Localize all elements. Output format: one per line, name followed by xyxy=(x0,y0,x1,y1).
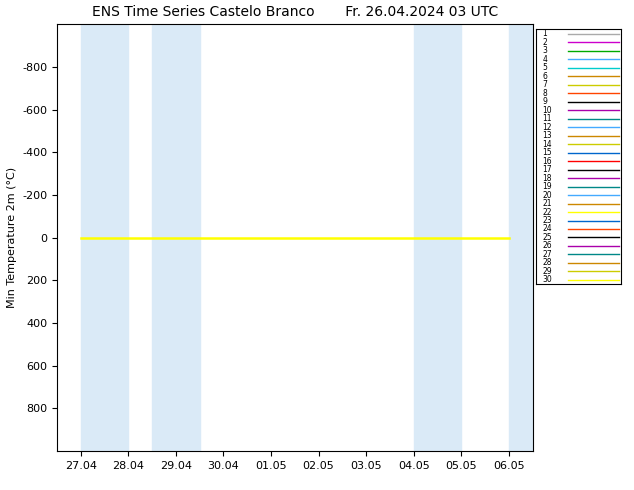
Text: 13: 13 xyxy=(543,131,552,140)
Text: 24: 24 xyxy=(543,224,552,234)
Y-axis label: Min Temperature 2m (°C): Min Temperature 2m (°C) xyxy=(7,167,16,308)
Text: 27: 27 xyxy=(543,250,552,259)
Text: 18: 18 xyxy=(543,173,552,183)
Text: 23: 23 xyxy=(543,216,552,225)
Text: 17: 17 xyxy=(543,165,552,174)
Text: 3: 3 xyxy=(543,46,547,55)
Text: 26: 26 xyxy=(543,242,552,250)
Bar xyxy=(413,24,461,451)
Text: 21: 21 xyxy=(543,199,552,208)
Text: 8: 8 xyxy=(543,89,547,98)
Text: 4: 4 xyxy=(543,54,547,64)
Title: ENS Time Series Castelo Branco       Fr. 26.04.2024 03 UTC: ENS Time Series Castelo Branco Fr. 26.04… xyxy=(92,5,498,19)
Text: 6: 6 xyxy=(543,72,547,81)
Text: 2: 2 xyxy=(543,38,547,47)
Bar xyxy=(152,24,200,451)
Text: 15: 15 xyxy=(543,148,552,157)
Text: 9: 9 xyxy=(543,97,547,106)
Text: 19: 19 xyxy=(543,182,552,191)
Text: 12: 12 xyxy=(543,122,552,132)
Text: 10: 10 xyxy=(543,105,552,115)
Text: 11: 11 xyxy=(543,114,552,123)
Bar xyxy=(81,24,128,451)
Bar xyxy=(508,24,533,451)
Text: 22: 22 xyxy=(543,207,552,217)
Text: 30: 30 xyxy=(543,275,552,285)
Text: 25: 25 xyxy=(543,233,552,242)
Text: 28: 28 xyxy=(543,258,552,268)
Text: 14: 14 xyxy=(543,140,552,148)
Text: 7: 7 xyxy=(543,80,547,89)
Text: 29: 29 xyxy=(543,267,552,276)
Text: 5: 5 xyxy=(543,63,547,72)
Text: 20: 20 xyxy=(543,191,552,199)
Text: 16: 16 xyxy=(543,156,552,166)
Text: 1: 1 xyxy=(543,29,547,38)
